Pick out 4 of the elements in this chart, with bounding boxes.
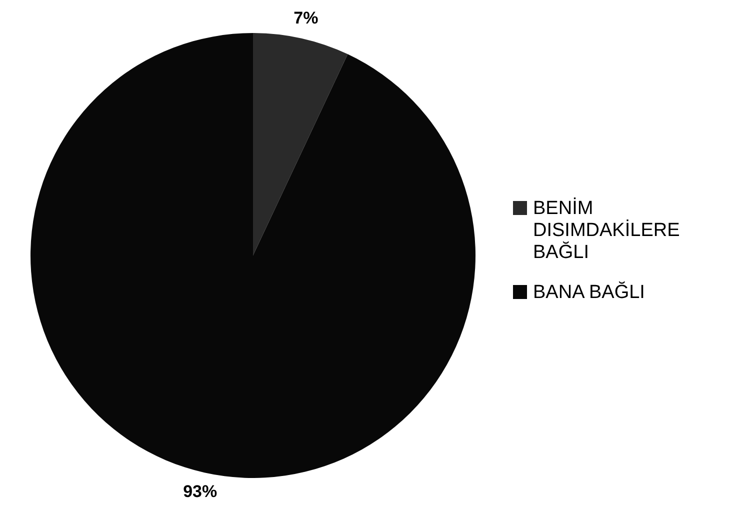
data-label: 93% xyxy=(183,482,218,501)
data-label: 7% xyxy=(294,8,318,28)
legend-label: BENİM DISIMDAKİLERE BAĞLI xyxy=(533,198,681,264)
legend-label: BANA BAĞLI xyxy=(533,282,646,304)
